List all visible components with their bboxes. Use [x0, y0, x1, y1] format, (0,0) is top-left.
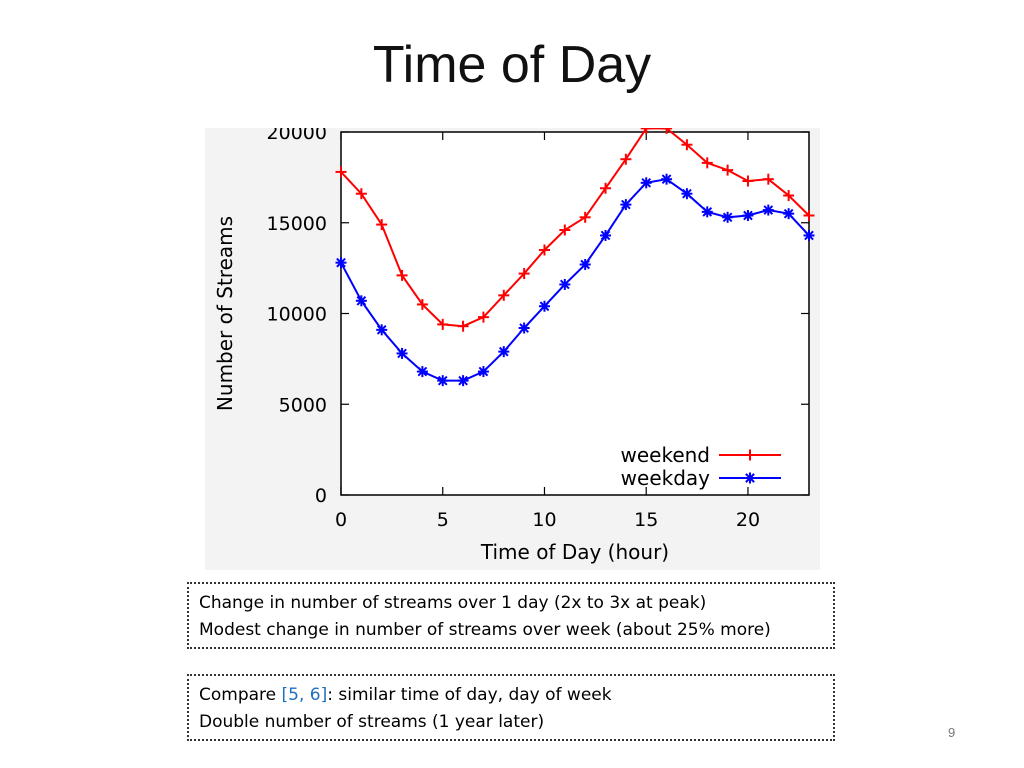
data-point-weekend — [579, 211, 591, 223]
data-point-weekend — [600, 182, 612, 194]
note-line-double-streams: Double number of streams (1 year later) — [199, 712, 545, 732]
data-point-weekday — [600, 229, 612, 241]
data-point-weekday — [437, 375, 449, 387]
legend-marker-weekend — [744, 449, 756, 461]
data-point-weekday — [681, 188, 693, 200]
legend-marker-weekday — [744, 472, 756, 484]
data-point-weekend — [640, 128, 652, 134]
data-point-weekday — [477, 366, 489, 378]
data-point-weekday — [762, 204, 774, 216]
axes: 0 5000 10000 15000 20000 0 5 10 15 20 — [267, 128, 810, 531]
data-point-weekday — [538, 300, 550, 312]
data-point-weekend — [722, 164, 734, 176]
x-tick-label: 10 — [532, 509, 556, 531]
data-point-weekday — [559, 278, 571, 290]
data-point-weekday — [783, 208, 795, 220]
y-axis-label: Number of Streams — [213, 216, 237, 411]
data-point-weekday — [396, 347, 408, 359]
data-point-weekday — [498, 346, 510, 358]
data-point-weekend — [620, 153, 632, 165]
data-point-weekday — [457, 375, 469, 387]
note-box-comparison: Compare [5, 6]: similar time of day, day… — [187, 674, 835, 741]
data-point-weekend — [457, 320, 469, 332]
page-number: 9 — [948, 725, 956, 740]
note-line-compare: Compare [5, 6]: similar time of day, day… — [199, 682, 823, 709]
compare-prefix: Compare — [199, 685, 282, 705]
legend-label-weekend: weekend — [620, 443, 710, 467]
data-point-weekday — [518, 322, 530, 334]
data-point-weekend — [518, 268, 530, 280]
data-point-weekend — [762, 173, 774, 185]
citation-link[interactable]: [5, 6] — [281, 685, 328, 705]
note-line-weekly-change: Modest change in number of streams over … — [199, 620, 771, 640]
data-point-weekday — [742, 209, 754, 221]
data-point-weekday — [661, 173, 673, 185]
y-tick-label: 20000 — [267, 128, 327, 144]
data-point-weekend — [559, 224, 571, 236]
y-tick-label: 15000 — [267, 213, 327, 235]
x-tick-label: 5 — [437, 509, 449, 531]
data-point-weekday — [416, 366, 428, 378]
plot-area — [341, 132, 809, 495]
y-tick-label: 5000 — [279, 394, 327, 416]
legend-label-weekday: weekday — [621, 466, 711, 490]
data-point-weekend — [538, 244, 550, 256]
data-point-weekend — [701, 157, 713, 169]
data-point-weekday — [579, 258, 591, 270]
data-point-weekday — [620, 199, 632, 211]
y-tick-label: 0 — [315, 485, 327, 507]
data-point-weekend — [742, 175, 754, 187]
data-point-weekday — [640, 177, 652, 189]
data-point-weekend — [498, 289, 510, 301]
x-axis-label: Time of Day (hour) — [480, 540, 669, 564]
x-tick-label: 15 — [634, 509, 658, 531]
series-line-weekend — [340, 128, 810, 328]
data-point-weekend — [477, 311, 489, 323]
y-tick-label: 10000 — [267, 304, 327, 326]
data-point-weekday — [376, 324, 388, 336]
compare-suffix: : similar time of day, day of week — [327, 685, 612, 705]
data-point-weekday — [335, 257, 347, 269]
data-point-weekend — [396, 269, 408, 281]
data-point-weekend — [416, 298, 428, 310]
data-point-weekend — [437, 318, 449, 330]
x-tick-label: 20 — [736, 509, 760, 531]
data-point-weekend — [355, 188, 367, 200]
note-line-daily-change: Change in number of streams over 1 day (… — [199, 593, 707, 613]
data-point-weekday — [803, 229, 815, 241]
data-point-weekday — [701, 206, 713, 218]
data-point-weekday — [722, 211, 734, 223]
data-point-weekend — [783, 190, 795, 202]
series-layer — [335, 128, 815, 387]
data-point-weekend — [376, 219, 388, 231]
data-point-weekend — [661, 128, 673, 134]
data-point-weekend — [681, 139, 693, 151]
note-box-variation: Change in number of streams over 1 day (… — [187, 582, 835, 649]
data-point-weekend — [803, 209, 815, 221]
data-point-weekday — [355, 295, 367, 307]
slide-title: Time of Day — [372, 36, 652, 94]
data-point-weekend — [335, 166, 347, 178]
streams-line-chart: 0 5000 10000 15000 20000 0 5 10 15 20 weekendweek… — [205, 128, 820, 570]
x-tick-label: 0 — [335, 509, 347, 531]
